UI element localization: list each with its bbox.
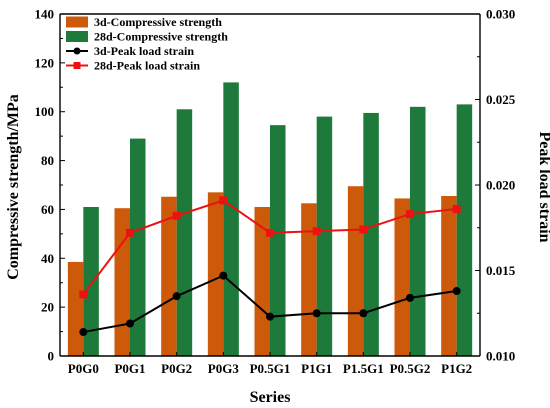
point-3d-strain-0 [79,328,88,337]
y-tick-label-6: 120 [35,55,55,70]
point-28d-strain-4 [266,228,274,237]
point-28d-strain-7 [406,210,414,219]
y-tick-label-7: 140 [35,7,55,22]
y2-tick-label-3: 0.025 [486,92,516,107]
y-tick-label-2: 40 [41,251,54,266]
legend-swatch-3d-bar [66,16,88,28]
x-tick-label-5: P1G1 [301,361,332,376]
point-28d-strain-8 [452,204,461,213]
legend-label-28d-line: 28d-Peak load strain [94,59,200,73]
x-tick-label-6: P1.5G1 [343,361,384,376]
y2-axis-title: Peak load strain [536,131,550,242]
bar-3d-6 [347,186,364,356]
bar-28d-0 [83,206,99,356]
y2-tick-label-0: 0.010 [486,349,515,364]
point-3d-strain-7 [406,293,414,302]
bar-3d-3 [207,192,224,356]
y-axis-title: Compressive strength/MPa [5,94,22,280]
point-3d-strain-4 [266,312,274,321]
bar-28d-2 [176,109,193,357]
point-3d-strain-8 [452,287,461,296]
bar-28d-7 [410,106,426,356]
point-3d-strain-3 [219,271,228,280]
y-tick-label-3: 60 [41,202,54,217]
y2-tick-label-2: 0.020 [486,178,515,193]
x-tick-label-1: P0G1 [114,361,145,376]
y-tick-label-1: 20 [41,300,54,315]
y2-tick-label-1: 0.015 [486,263,516,278]
bar-28d-6 [363,112,379,356]
legend-label-3d-line: 3d-Peak load strain [94,44,194,58]
x-tick-label-0: P0G0 [68,361,99,376]
x-tick-label-2: P0G2 [161,361,192,376]
y-tick-label-0: 0 [48,349,55,364]
bar-28d-3 [223,82,239,357]
y2-tick-label-4: 0.030 [486,7,515,22]
point-28d-strain-3 [219,196,228,205]
axes-layer: 0 20 40 60 80 100 120 140 0.010 0.015 0.020 0.025 0.… [35,7,516,377]
legend-label-3d-bar: 3d-Compressive strength [94,15,222,29]
bar-3d-4 [254,206,270,356]
legend-marker-28d-line [73,62,81,69]
legend-marker-3d-line [73,47,81,55]
point-3d-strain-1 [126,319,134,328]
x-tick-label-8: P1G2 [441,361,472,376]
point-28d-strain-1 [126,228,134,237]
x-tick-label-3: P0G3 [208,361,240,376]
bar-3d-2 [161,196,177,356]
bar-3d-5 [301,203,317,356]
bar-28d-8 [456,104,473,356]
bar-3d-8 [441,195,457,356]
bar-28d-5 [316,116,333,356]
x-tick-label-4: P0.5G1 [250,361,291,376]
lines-layer [79,196,461,337]
point-3d-strain-5 [312,309,321,318]
point-28d-strain-5 [312,227,321,236]
y-tick-label-5: 100 [35,104,55,119]
bar-28d-1 [130,138,146,356]
bar-28d-4 [270,125,286,357]
bar-3d-0 [67,261,84,356]
point-3d-strain-2 [172,292,181,301]
point-28d-strain-0 [79,290,88,299]
point-28d-strain-6 [359,225,368,234]
bar-3d-7 [394,198,410,356]
point-28d-strain-2 [172,211,181,220]
legend-swatch-28d-bar [66,31,88,42]
x-axis-title: Series [250,389,291,406]
legend-label-28d-bar: 28d-Compressive strength [94,30,228,44]
y-tick-label-4: 80 [41,153,54,168]
x-tick-label-7: P0.5G2 [390,361,431,376]
bar-3d-1 [114,208,130,356]
point-3d-strain-6 [359,309,368,318]
